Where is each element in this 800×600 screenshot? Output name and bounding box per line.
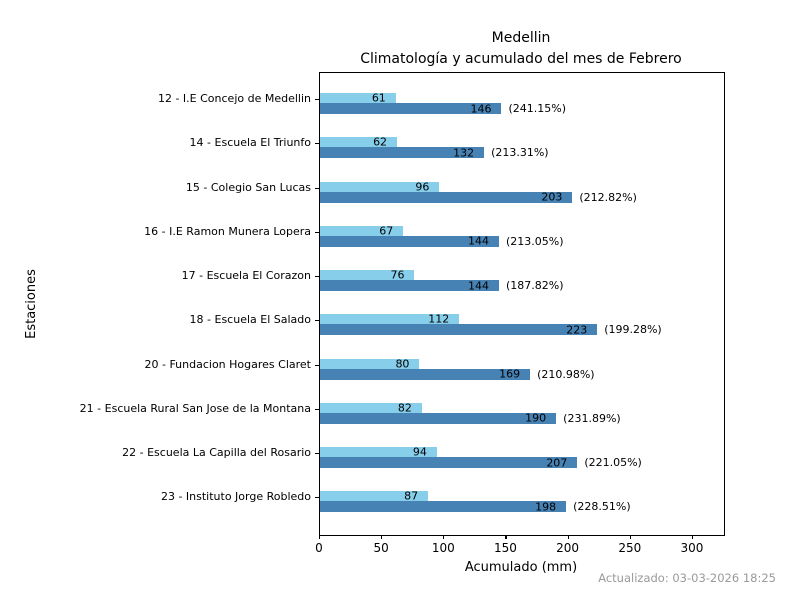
chart-title-line1: Medellin (491, 30, 551, 46)
percent-label: (228.51%) (573, 500, 631, 514)
bar-value-label: 76 (390, 268, 405, 282)
bar-value-label: 80 (395, 357, 410, 370)
y-tick-label: 14 - Escuela El Triunfo (189, 136, 311, 150)
y-tick-label: 12 - I.E Concejo de Medellin (157, 92, 311, 105)
y-tick-mark (315, 276, 319, 278)
bar-climatology: 67 (320, 224, 404, 238)
chart-title-line2: Climatología y acumulado del mes de Febr… (360, 51, 682, 67)
x-tick-label: 100 (431, 541, 455, 555)
bar-climatology: 112 (320, 312, 460, 326)
x-tick-mark (319, 535, 321, 539)
bar-climatology: 87 (320, 489, 429, 503)
bar-value-label: 203 (541, 190, 563, 204)
bar-value-label: 198 (535, 500, 557, 514)
bar-accumulated: 132 (320, 146, 485, 160)
bar-climatology: 96 (320, 180, 440, 193)
plot-area: 61 146 (241.15%) 62 132 (213.31%) 96 203 (212.82… (319, 72, 725, 536)
x-tick-label: 150 (494, 541, 517, 555)
y-tick-label: 21 - Escuela Rural San Jose de la Montan… (79, 401, 311, 415)
x-tick-mark (629, 535, 631, 539)
bar-accumulated: 190 (320, 411, 557, 425)
bar-value-label: 132 (453, 146, 475, 160)
x-tick-mark (567, 535, 569, 539)
updated-timestamp: Actualizado: 03-03-2026 18:25 (598, 571, 776, 585)
bar-value-label: 144 (468, 279, 489, 292)
bar-value-label: 223 (566, 323, 588, 337)
bar-climatology: 82 (320, 401, 422, 415)
bar-accumulated: 144 (320, 279, 499, 292)
bar-climatology: 94 (320, 445, 437, 459)
bar-value-label: 82 (397, 401, 412, 415)
y-tick-mark (315, 143, 319, 145)
x-tick-mark (505, 535, 507, 539)
percent-label: (199.28%) (604, 323, 662, 337)
y-tick-mark (315, 99, 319, 101)
y-tick-mark (315, 408, 319, 410)
bar-accumulated: 223 (320, 323, 598, 337)
x-tick-label: 250 (618, 541, 642, 555)
y-tick-label: 16 - I.E Ramon Munera Lopera (144, 224, 311, 238)
bar-value-label: 62 (373, 135, 388, 149)
percent-label: (241.15%) (508, 102, 567, 115)
y-tick-mark (315, 320, 319, 322)
percent-label: (231.89%) (563, 411, 621, 425)
bar-value-label: 169 (499, 367, 521, 381)
bar-climatology: 76 (320, 268, 415, 282)
bar-value-label: 144 (468, 234, 489, 248)
bar-accumulated: 169 (320, 367, 531, 381)
bar-accumulated: 198 (320, 500, 567, 514)
bar-climatology: 80 (320, 357, 420, 370)
y-tick-mark (315, 187, 319, 189)
percent-label: (212.82%) (579, 190, 637, 204)
y-tick-mark (315, 453, 319, 455)
y-tick-label: 15 - Colegio San Lucas (185, 180, 311, 194)
bar-value-label: 87 (404, 489, 419, 503)
bar-value-label: 61 (371, 91, 386, 105)
y-tick-mark (315, 364, 319, 366)
x-tick-label: 0 (315, 541, 323, 555)
percent-label: (213.05%) (506, 234, 564, 248)
percent-label: (213.31%) (491, 146, 549, 160)
y-tick-label: 22 - Escuela La Capilla del Rosario (122, 446, 311, 459)
x-tick-mark (381, 535, 383, 539)
y-tick-label: 23 - Instituto Jorge Robledo (160, 490, 311, 504)
x-tick-label: 300 (680, 541, 704, 555)
bar-accumulated: 207 (320, 456, 578, 469)
bar-value-label: 94 (412, 445, 427, 459)
y-tick-label: 20 - Fundacion Hogares Claret (144, 357, 312, 371)
bar-value-label: 190 (525, 411, 547, 425)
percent-label: (210.98%) (537, 367, 595, 381)
bar-accumulated: 203 (320, 190, 573, 204)
bar-accumulated: 144 (320, 234, 499, 248)
x-tick-label: 200 (556, 541, 580, 555)
bar-climatology: 62 (320, 135, 398, 149)
x-tick-mark (691, 535, 694, 539)
y-tick-label: 18 - Escuela El Salado (189, 313, 311, 327)
y-tick-label: 17 - Escuela El Corazon (181, 269, 311, 282)
x-tick-mark (443, 535, 445, 539)
bar-value-label: 146 (470, 102, 492, 115)
percent-label: (187.82%) (506, 279, 564, 292)
y-tick-mark (315, 497, 319, 499)
bar-value-label: 96 (415, 180, 430, 193)
x-tick-label: 50 (373, 541, 389, 555)
percent-label: (221.05%) (584, 456, 642, 469)
bar-value-label: 112 (428, 312, 450, 326)
bar-climatology: 61 (320, 91, 396, 105)
chart-title: Medellin Climatología y acumulado del me… (319, 28, 723, 70)
bar-accumulated: 146 (320, 102, 502, 115)
x-axis-label: Acumulado (mm) (464, 560, 578, 575)
y-tick-mark (315, 231, 319, 233)
bar-value-label: 207 (546, 456, 568, 469)
bar-value-label: 67 (379, 224, 394, 238)
